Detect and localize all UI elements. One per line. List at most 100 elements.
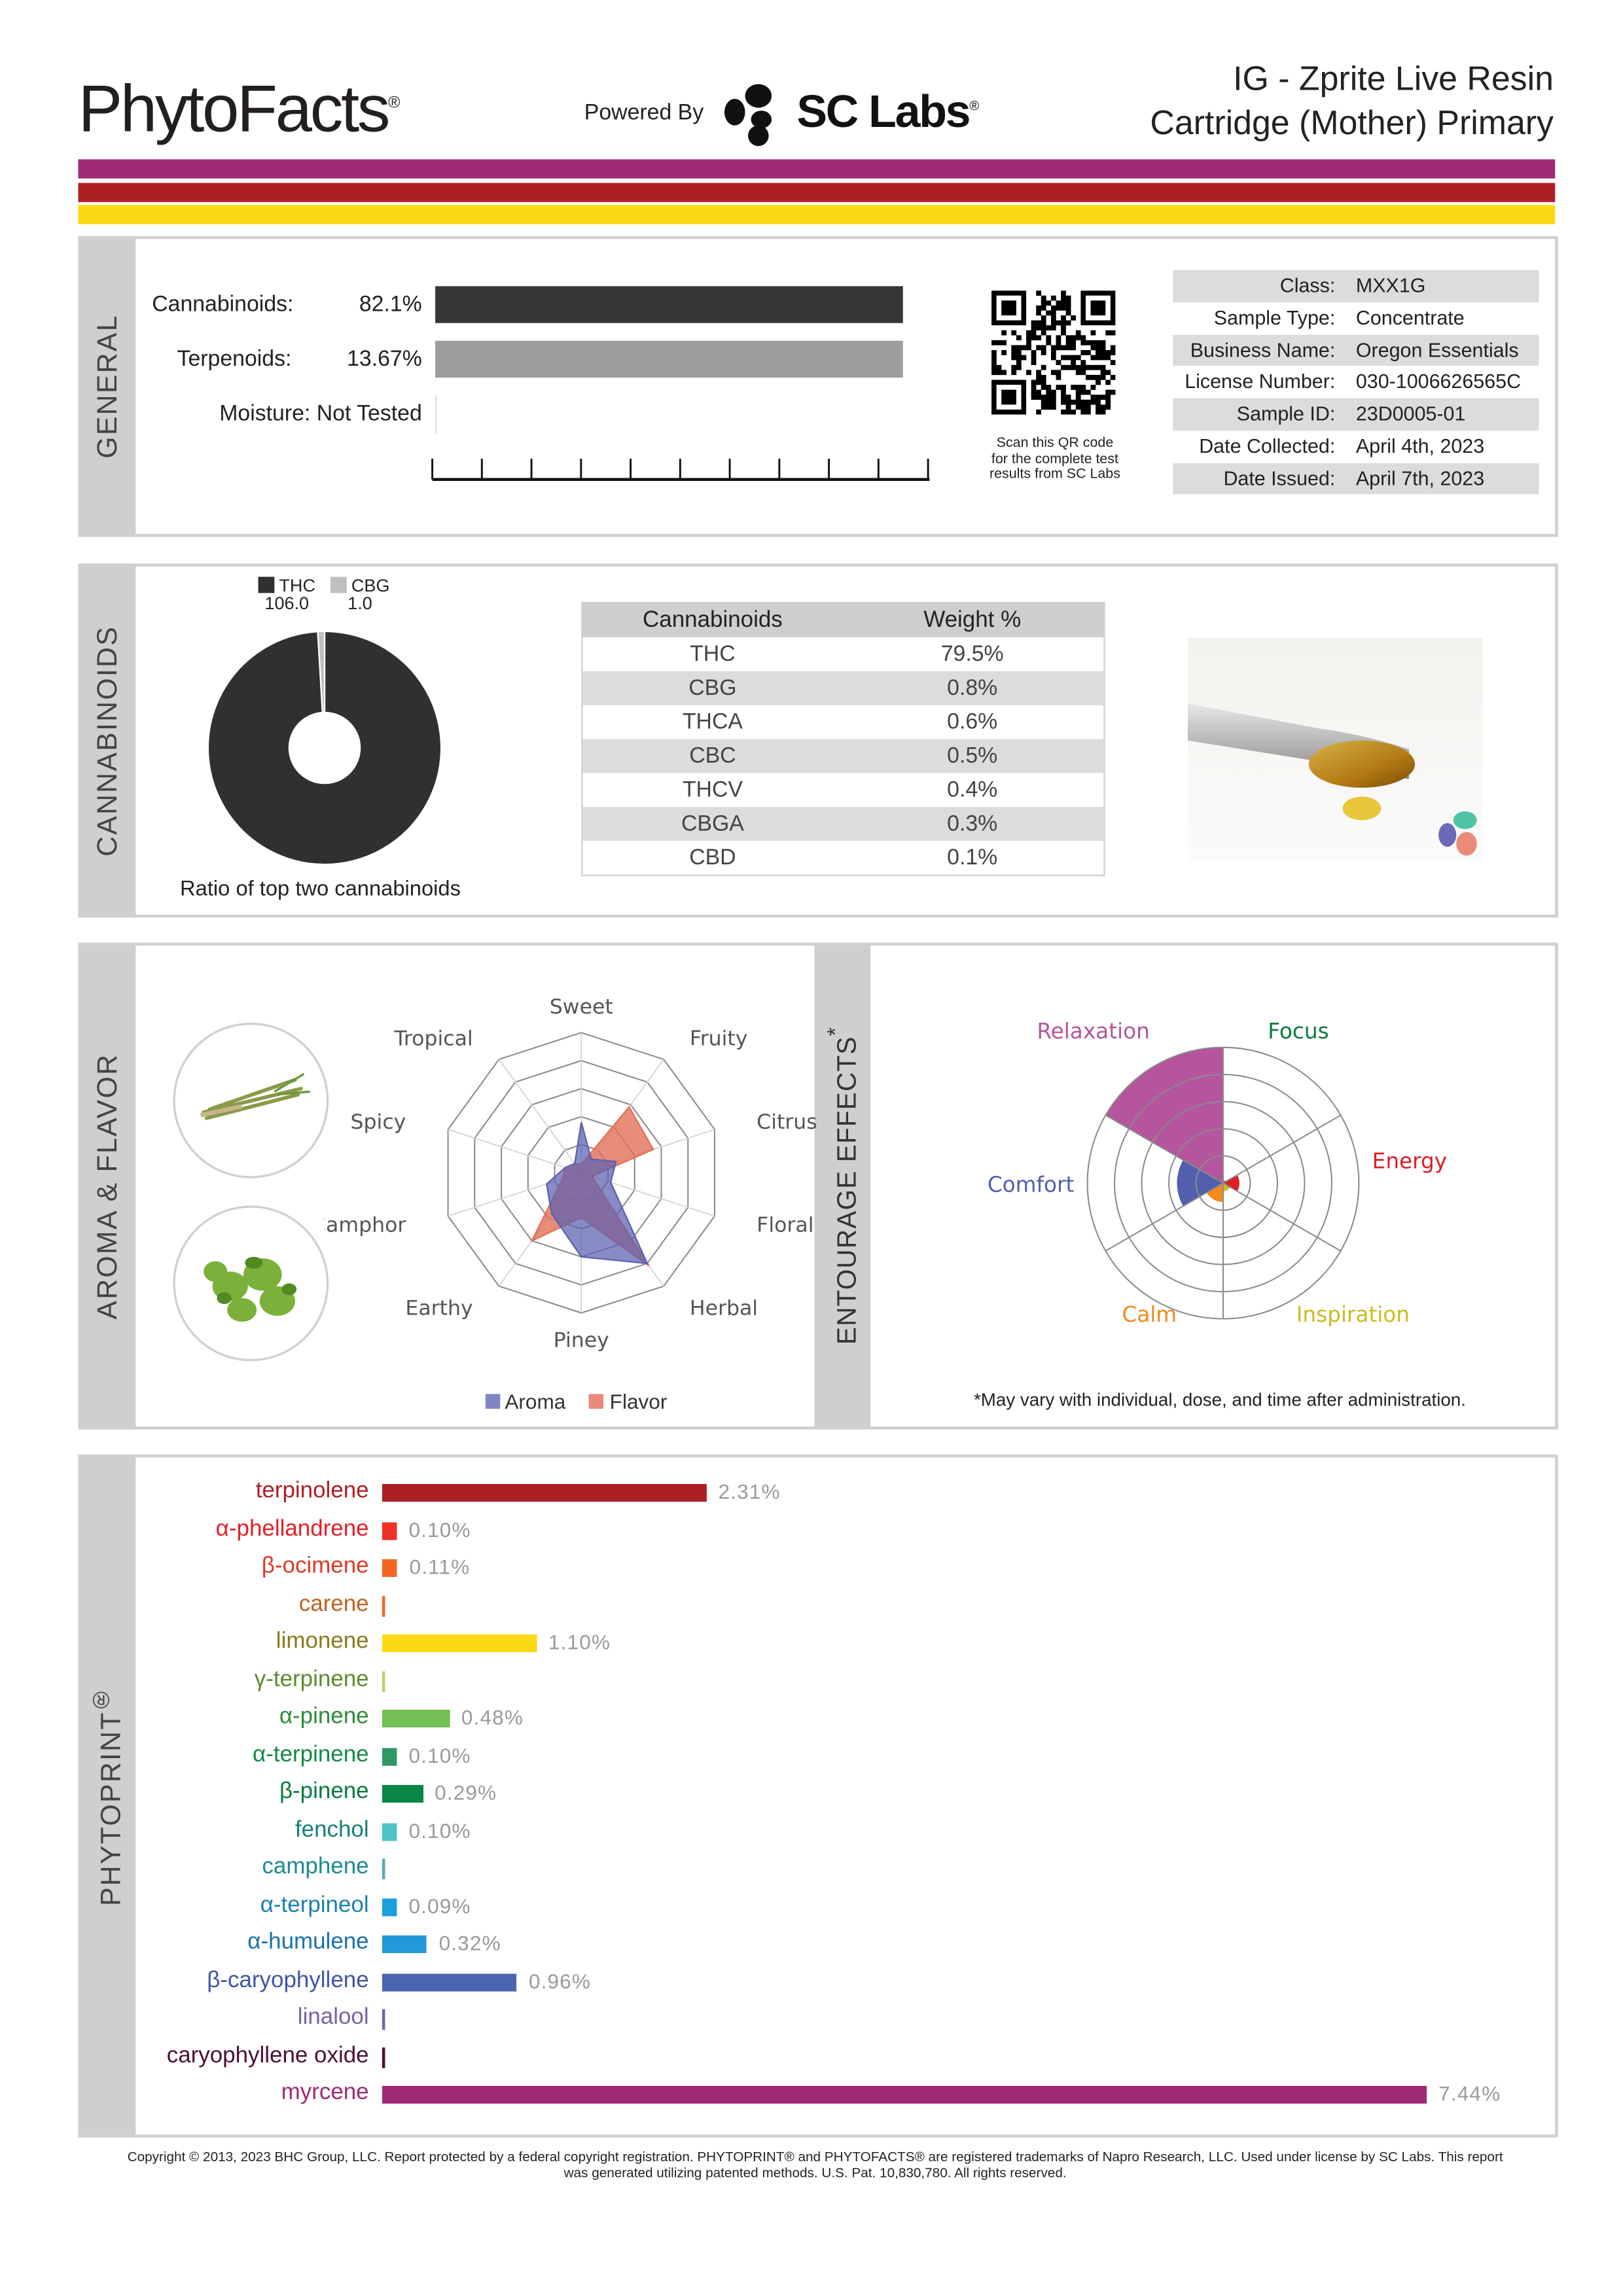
effect-label: Inspiration [1296,1302,1410,1327]
qr-module [1031,380,1037,385]
effect-sector-energy [1222,1174,1240,1192]
qr-module [1050,355,1056,361]
qr-module [1075,330,1081,336]
effects-side-panel [814,945,871,1427]
qr-module [1085,404,1091,410]
info-value: Oregon Essentials [1355,338,1519,361]
qr-module [1096,340,1101,345]
terpene-label: camphene [262,1854,369,1880]
radar-axis-label: Piney [554,1328,609,1352]
qr-module [1071,364,1077,370]
legend-swatch [330,576,347,593]
qr-module [1061,315,1066,321]
qr-module [1011,345,1017,351]
effect-sector-comfort [1177,1159,1223,1207]
lab-name: SC Labs [796,85,971,137]
qr-module [1056,370,1061,376]
qr-module [1075,389,1081,395]
cannabinoids-value: 82.1% [359,292,422,317]
qr-module [1065,320,1071,326]
info-row: Class: MXX1G [1173,270,1539,302]
terpene-value: 0.10% [408,1742,471,1767]
qr-module [996,340,1002,345]
qr-module [1041,320,1046,326]
cannabinoid-name: CBC [689,743,736,769]
qr-module [1061,300,1066,306]
info-value: 23D0005-01 [1355,402,1466,425]
qr-module [1080,364,1086,370]
qr-module [1105,399,1111,405]
effect-spoke [1105,1182,1224,1252]
qr-module [1036,389,1042,395]
terpenoids-label: Terpenoids: [177,346,292,372]
qr-module [1096,345,1101,351]
qr-module [1046,404,1052,410]
cannabinoid-weight: 0.5% [947,743,998,769]
qr-module [1061,385,1066,390]
qr-module [1080,350,1086,355]
terpene-label: β-caryophyllene [207,1967,369,1992]
qr-module [1016,355,1022,361]
qr-module [1011,364,1017,370]
qr-module [1036,291,1042,296]
qr-module [1021,355,1027,361]
qr-code[interactable] [991,291,1116,415]
legend-value: 106.0 [264,593,310,614]
qr-module [1050,370,1056,376]
info-key: Business Name: [1190,338,1336,361]
qr-module [991,350,997,355]
info-value: MXX1G [1355,274,1426,297]
qr-finder-core [1001,300,1016,316]
qr-module [1050,345,1056,351]
terpene-bar [382,1559,398,1578]
legend-label: CBG [351,575,390,596]
info-value: Concentrate [1355,306,1465,329]
cannabinoid-weight: 0.4% [947,777,998,803]
cannabinoid-name: THCA [682,709,743,735]
effect-spoke [1222,1114,1342,1184]
qr-module [1041,404,1046,410]
qr-module [1096,409,1101,415]
terpene-label: carene [298,1591,369,1616]
qr-module [1075,355,1081,361]
terpene-bar [382,1634,537,1653]
qr-module [1050,395,1056,400]
terpene-value: 0.48% [461,1705,524,1729]
qr-module [1065,355,1071,361]
product-title: IG - Zprite Live Resin Cartridge (Mother… [1150,56,1554,145]
qr-module [1096,404,1101,410]
terpene-value: 0.96% [528,1968,592,1992]
qr-module [1056,374,1061,380]
qr-module [1110,374,1116,380]
radar-legend: Aroma Flavor [485,1390,667,1413]
info-row: Date Issued: April 7th, 2023 [1173,463,1539,495]
qr-module [1031,355,1037,361]
qr-module [1071,340,1077,345]
qr-module [1046,335,1052,341]
qr-module [1100,355,1106,361]
qr-module [1100,409,1106,415]
qr-module [1105,350,1111,355]
entourage-effects-chart: Relaxation Focus Energy Inspiration Calm Comf… [988,1019,1447,1327]
qr-module [1056,305,1061,311]
phytoprint-section-label: PHYTOPRINT® [88,1686,129,1907]
qr-caption: Scan this QR code for the complete test … [959,436,1150,483]
qr-module [1036,409,1042,415]
cannabinoids-label: Cannabinoids: [152,292,294,317]
info-value: April 7th, 2023 [1355,467,1485,490]
qr-module [1031,395,1037,400]
qr-module [1046,300,1052,306]
terpenoids-bar [435,340,903,378]
qr-finder-core [1090,300,1106,316]
qr-module [1046,389,1052,395]
cannabinoids-section-label: CANNABINOIDS [92,625,124,857]
info-key: Class: [1279,274,1336,297]
qr-module [1036,320,1042,326]
qr-module [1080,340,1086,345]
qr-module [1050,325,1056,330]
info-row: Business Name: Oregon Essentials [1173,334,1539,366]
qr-module [1026,335,1031,341]
aroma-section-label: AROMA & FLAVOR [92,1053,124,1320]
terpene-bar [382,1670,385,1691]
qr-module [1046,325,1052,330]
